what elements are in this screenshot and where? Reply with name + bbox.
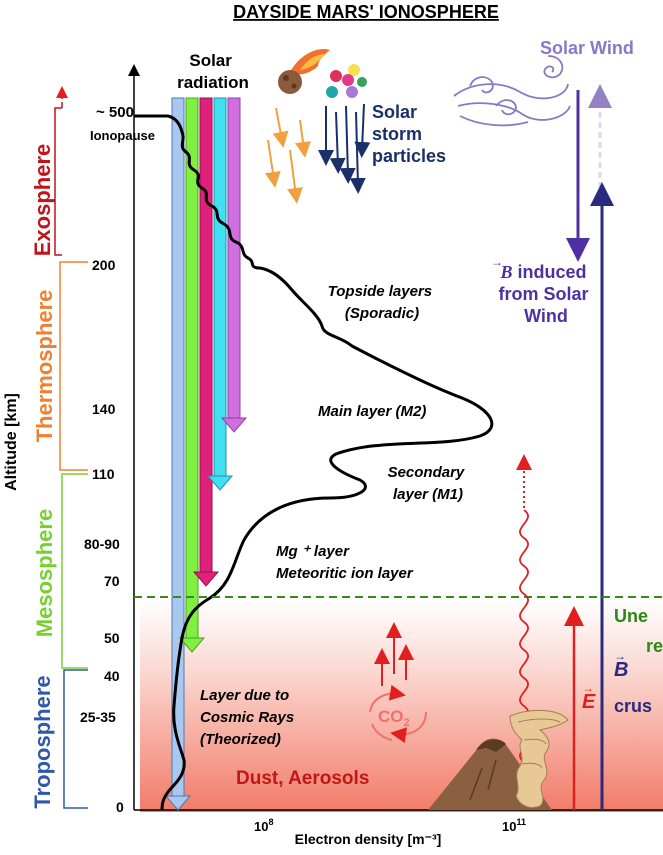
x-tick-1e11: 1011: [502, 817, 526, 834]
co2-upward-arrows: [374, 622, 414, 686]
y-tick-label: 200: [92, 257, 116, 273]
y-axis-label: Altitude [km]: [3, 393, 20, 491]
ionopause-label: Ionopause: [90, 128, 155, 143]
electron-density-profile: [134, 114, 494, 811]
beam-cyan: [206, 97, 234, 491]
x-axis-label: Electron density [m⁻³]: [295, 831, 442, 847]
dust-aerosols-label: Dust, Aerosols: [236, 768, 369, 789]
y-ticks: ~ 500 Ionopause 200 140 110 80-90 70 50 …: [80, 104, 155, 815]
y-tick-label: 140: [92, 401, 116, 417]
co2-cycle-icon: [369, 684, 427, 744]
topside-layers-label: Topside layers (Sporadic): [328, 283, 437, 322]
solar-radiation-label: Solar radiation: [177, 51, 249, 92]
solar-storm-label: Solar storm particles: [372, 102, 446, 166]
cosmic-ray-layer-label: Layer due to Cosmic Rays (Theorized): [200, 687, 298, 748]
mg-layer-label: Mg ⁺ layer Meteoritic ion layer: [276, 543, 414, 582]
solar-wind-label: Solar Wind: [540, 38, 634, 58]
y-tick-label: 70: [104, 573, 120, 589]
b-crustal-label: B: [614, 659, 628, 681]
beam-green: [178, 97, 206, 653]
main-layer-label: Main layer (M2): [318, 403, 426, 420]
meteor-icon: [278, 48, 330, 94]
y-tick-label: 80-90: [84, 536, 120, 552]
b-induced-vector-arrow: →: [491, 255, 503, 269]
b-crustal-vector-arrow: →: [614, 649, 626, 663]
y-tick-label: 0: [116, 799, 124, 815]
co2-label: CO2: [378, 707, 410, 729]
beam-blue: [164, 97, 192, 811]
meteor-debris-arrows: [264, 107, 311, 204]
b-induced-label: B induced from Solar Wind: [498, 262, 593, 326]
beam-violet: [220, 97, 248, 433]
y-tick-label: 25-35: [80, 709, 116, 725]
e-field-label: E: [582, 691, 596, 713]
re-partial-label: re: [646, 636, 663, 656]
solar-storm-particles-icon: [326, 64, 367, 98]
region-thermosphere: Thermosphere: [32, 290, 57, 443]
page-title: DAYSIDE MARS' IONOSPHERE: [233, 2, 499, 22]
y-tick-label: 50: [104, 630, 120, 646]
dust-devil-icon: [509, 709, 569, 809]
y-tick-label: 40: [104, 668, 120, 684]
y-tick-label: ~ 500: [96, 104, 134, 121]
solar-radiation-beams: [164, 97, 248, 811]
e-field-vector-arrow: →: [582, 681, 594, 695]
uneven-partial-label: Une: [614, 606, 648, 626]
solar-wind-icon: [453, 55, 571, 127]
region-exosphere: Exosphere: [30, 144, 55, 257]
region-troposphere: Troposphere: [30, 675, 55, 808]
crustal-partial-label: crus: [614, 696, 652, 716]
region-brackets: [54, 86, 88, 809]
solar-storm-arrows: [318, 103, 371, 194]
secondary-layer-label: Secondary layer (M1): [388, 464, 469, 503]
y-tick-label: 110: [92, 466, 115, 482]
x-tick-1e8: 108: [254, 817, 273, 834]
beam-magenta: [192, 97, 220, 587]
region-mesosphere: Mesosphere: [32, 509, 57, 637]
